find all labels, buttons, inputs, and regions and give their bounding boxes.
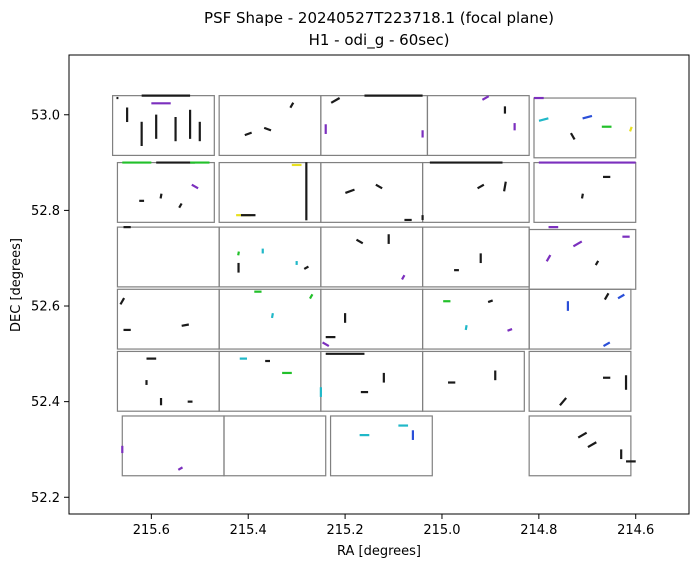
y-axis-label: DEC [degrees] [9, 238, 24, 332]
ccd-cell [121, 415, 225, 477]
psf-stick [270, 313, 274, 319]
ccd-cell [116, 350, 220, 412]
psf-stick [477, 183, 485, 190]
psf-stick [401, 274, 406, 280]
x-tick-label: 215.4 [230, 523, 267, 538]
psf-stick [559, 397, 568, 407]
psf-stick [538, 117, 549, 122]
psf-stick [582, 114, 593, 120]
ccd-cell [116, 288, 220, 350]
ccd-cell [528, 228, 637, 290]
psf-stick [181, 323, 190, 327]
psf-stick [629, 126, 633, 132]
ccd-cell [528, 350, 632, 412]
ccd-cell [528, 415, 632, 477]
psf-stick [303, 265, 309, 270]
y-tick-label: 52.2 [31, 491, 60, 506]
ccd-cell [320, 161, 424, 223]
x-tick-label: 215.2 [326, 523, 363, 538]
y-tick-label: 52.4 [31, 395, 60, 410]
psf-stick [345, 188, 355, 194]
psf-stick [587, 441, 597, 449]
ccd-cell [218, 226, 322, 288]
psf-sticks [116, 94, 636, 471]
psf-stick [159, 193, 163, 199]
x-axis-label: RA [degrees] [337, 544, 421, 559]
x-tick-label: 215.0 [423, 523, 460, 538]
x-tick-label: 214.8 [520, 523, 557, 538]
psf-stick [177, 466, 184, 471]
psf-stick [309, 293, 314, 300]
x-tick-label: 215.6 [133, 523, 170, 538]
chart-title: PSF Shape - 20240527T223718.1 (focal pla… [204, 9, 554, 27]
ccd-cell [116, 161, 215, 223]
psf-stick [375, 183, 383, 190]
psf-stick [569, 132, 576, 140]
y-tick-label: 53.0 [31, 108, 60, 123]
psf-stick [545, 254, 552, 262]
ccd-cell [320, 95, 429, 157]
psf-stick [603, 292, 610, 301]
y-axis-ticks: 53.0 52.8 52.6 52.4 52.2 [31, 108, 69, 506]
ccd-cell [320, 226, 424, 288]
psf-stick [191, 183, 199, 190]
ccd-cell [421, 161, 530, 223]
psf-stick [237, 251, 240, 256]
chart-subtitle: H1 - odi_g - 60sec) [309, 31, 450, 50]
psf-stick [481, 95, 490, 101]
ccd-cell [218, 288, 322, 350]
y-tick-label: 52.8 [31, 204, 60, 219]
y-tick-label: 52.6 [31, 300, 60, 315]
psf-stick [244, 131, 253, 137]
psf-stick [503, 181, 507, 192]
psf-stick [602, 341, 611, 348]
ccd-cell [421, 226, 530, 288]
psf-stick [330, 97, 341, 104]
psf-stick [289, 102, 295, 109]
axes-frame [68, 54, 690, 515]
psf-stick [355, 238, 364, 245]
ccd-cells [111, 95, 637, 477]
psf-stick [464, 324, 468, 331]
psf-stick [487, 299, 494, 304]
psf-stick [178, 202, 183, 209]
ccd-cell [528, 288, 632, 350]
ccd-cell [533, 97, 637, 159]
ccd-cell [320, 288, 424, 350]
psf-stick [322, 341, 330, 348]
psf-stick [580, 193, 584, 199]
psf-stick [119, 297, 126, 305]
x-tick-label: 214.6 [617, 523, 654, 538]
ccd-cell [533, 161, 637, 223]
psf-stick [594, 260, 600, 266]
psf-stick [263, 126, 272, 132]
psf-stick [507, 328, 513, 332]
psf-stick [617, 293, 625, 300]
ccd-cell [218, 95, 322, 157]
ccd-cell [426, 95, 530, 157]
ccd-cell [329, 415, 433, 477]
psf-stick [572, 240, 583, 248]
ccd-cell [223, 415, 327, 477]
ccd-cell [116, 226, 220, 288]
psf-stick [577, 431, 588, 439]
ccd-cell [421, 350, 525, 412]
x-axis-ticks: 215.6 215.4 215.2 215.0 214.8 214.6 [133, 514, 654, 538]
ccd-cell [320, 350, 424, 412]
ccd-cell [421, 288, 530, 350]
